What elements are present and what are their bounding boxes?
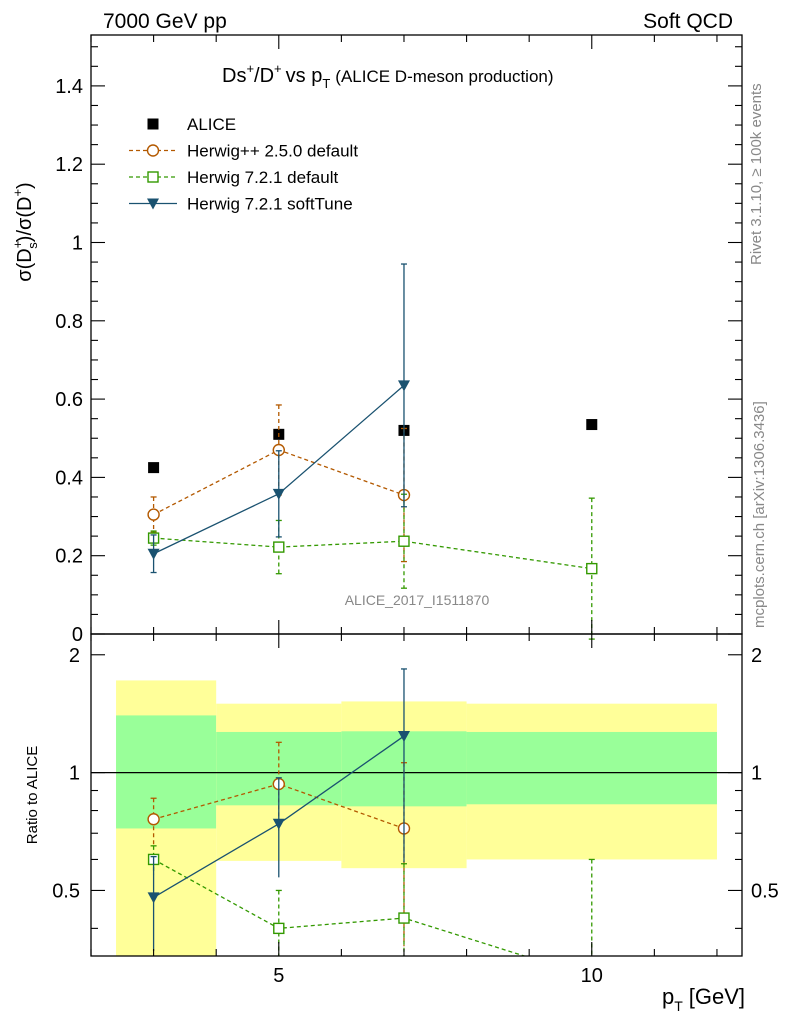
legend-marker (147, 118, 159, 130)
ratio-frame (90, 633, 743, 957)
main-panel: 00.20.40.60.811.21.4 Ds+/D+ vs pT (ALICE D… (10, 34, 743, 646)
ratio-series-layer (147, 668, 595, 956)
y-tick-label: 1.2 (55, 154, 83, 176)
ratio-point (398, 912, 410, 924)
x-tick-label: 10 (581, 965, 603, 987)
data-point (273, 541, 285, 553)
xlabel-unit: [GeV] (689, 984, 745, 1009)
x-tick-label: 5 (273, 965, 284, 987)
legend-item-herwig-7-2-1-softtune: Herwig 7.2.1 softTune (129, 195, 353, 214)
y-tick-label: 0.6 (55, 389, 83, 411)
legend: ALICE Herwig++ 2.5.0 default Herwig 7.2.1 … (129, 115, 358, 214)
ratio-y-tick-label-right: 2 (751, 645, 762, 667)
legend-marker (147, 171, 159, 183)
main-title: Ds+/D+ vs pT (ALICE D-meson production) (222, 61, 554, 91)
ratio-series-clipped (147, 668, 595, 956)
data-point (586, 562, 598, 575)
main-series-layer (147, 263, 598, 640)
title-sup1: + (246, 61, 254, 76)
title-sub-t: T (322, 76, 330, 91)
ratio-y-tick-label-right: 0.5 (751, 880, 779, 902)
mcplots-label: mcplots.cern.ch [arXiv:1306.3436] (751, 401, 768, 628)
data-point (147, 548, 160, 560)
legend-label: Herwig 7.2.1 softTune (187, 195, 353, 214)
legend-marker (147, 198, 159, 210)
legend-label: ALICE (187, 115, 236, 134)
legend-marker (146, 144, 160, 157)
title-ds: Ds (222, 65, 246, 87)
xlabel-p: p (662, 984, 674, 1009)
x-axis-label: pT [GeV] (662, 984, 745, 1014)
uncertainty-band-inner (116, 715, 217, 829)
data-point (586, 419, 598, 431)
ratio-panel: 0.5 0.5 1 1 2 2 5 10 Ratio to ALICE pT [GeV] (24, 633, 779, 1014)
legend-label: Herwig 7.2.1 default (187, 168, 338, 187)
title-slash: /D (254, 65, 274, 87)
uncertainty-band-inner (466, 731, 717, 805)
series-herwig-7-2-1-default (147, 493, 598, 640)
y-tick-label: 1 (72, 232, 83, 254)
y-tick-label: 0.2 (55, 546, 83, 568)
legend-item-alice: ALICE (147, 115, 236, 134)
ratio-line (153, 783, 405, 830)
ratio-line (153, 858, 527, 956)
y-tick-label: 0 (72, 624, 83, 646)
title-vs: vs p (286, 65, 323, 87)
y-tick-label: 0.4 (55, 467, 83, 489)
title-sup2: + (274, 61, 282, 76)
data-point (272, 488, 285, 500)
xlabel-sub: T (674, 998, 683, 1014)
ratio-y-tick-label: 2 (69, 645, 80, 667)
rivet-label: Rivet 3.1.10, ≥ 100k events (748, 83, 765, 265)
data-point (148, 462, 160, 474)
ratio-point (397, 731, 410, 743)
legend-item-herwig-2-5-0-default: Herwig++ 2.5.0 default (129, 142, 358, 161)
ratio-series-herwig-7-2-1-softtune (147, 668, 410, 952)
series-herwig-7-2-1-softtune (147, 263, 410, 574)
header-right: Soft QCD (643, 10, 733, 33)
header-left: 7000 GeV pp (103, 10, 227, 33)
title-sub: (ALICE D-meson production) (335, 67, 553, 86)
series-line (153, 537, 592, 570)
ratio-point (273, 922, 285, 935)
ratio-y-tick-label: 1 (69, 763, 80, 785)
series-alice (148, 419, 598, 474)
ratio-ylabel: Ratio to ALICE (24, 746, 41, 844)
main-axes: 0 0.2 0.4 0.6 0.8 1 1.2 1.4 (55, 35, 742, 646)
data-point (398, 535, 410, 547)
watermark: ALICE_2017_I1511870 (345, 592, 490, 608)
main-ylabel: σ(D+s)/σ(D+) (10, 182, 40, 281)
ratio-y-tick-label-right: 1 (751, 763, 762, 785)
ratio-point (272, 818, 285, 830)
data-point (397, 380, 410, 392)
ratio-axes: 0.5 0.5 1 1 2 2 5 10 (52, 634, 779, 987)
y-tick-label: 1.4 (55, 76, 83, 98)
data-point (147, 508, 160, 521)
ratio-point (147, 813, 160, 826)
legend-label: Herwig++ 2.5.0 default (187, 142, 358, 161)
ratio-bands (91, 680, 742, 956)
legend-item-herwig-7-2-1-default: Herwig 7.2.1 default (129, 168, 338, 187)
y-tick-label: 0.8 (55, 311, 83, 333)
ratio-y-tick-label: 0.5 (52, 880, 80, 902)
ratio-point (147, 892, 160, 904)
